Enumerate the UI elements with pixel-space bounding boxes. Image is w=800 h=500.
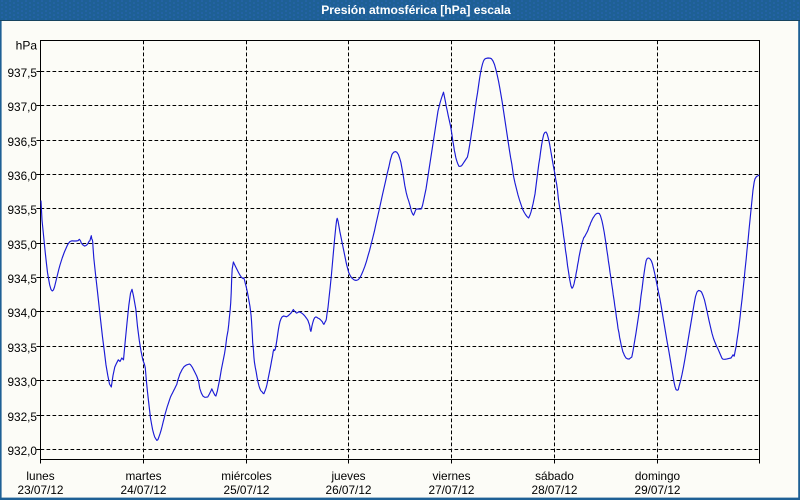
svg-text:24/07/12: 24/07/12: [121, 483, 167, 497]
svg-text:martes: martes: [125, 469, 161, 483]
svg-text:29/07/12: 29/07/12: [635, 483, 681, 497]
svg-text:jueves: jueves: [330, 469, 365, 483]
svg-text:sábado: sábado: [535, 469, 574, 483]
svg-text:domingo: domingo: [635, 469, 681, 483]
svg-text:932,0: 932,0: [7, 444, 37, 458]
svg-text:935,5: 935,5: [7, 203, 37, 217]
svg-text:934,0: 934,0: [7, 306, 37, 320]
svg-text:28/07/12: 28/07/12: [532, 483, 578, 497]
svg-text:26/07/12: 26/07/12: [326, 483, 372, 497]
svg-text:hPa: hPa: [16, 39, 38, 53]
svg-text:935,0: 935,0: [7, 238, 37, 252]
svg-text:933,5: 933,5: [7, 341, 37, 355]
svg-text:937,0: 937,0: [7, 100, 37, 114]
svg-text:932,5: 932,5: [7, 410, 37, 424]
svg-text:Presión atmosférica [hPa] esca: Presión atmosférica [hPa] escala: [321, 3, 511, 17]
svg-text:23/07/12: 23/07/12: [18, 483, 64, 497]
svg-text:27/07/12: 27/07/12: [429, 483, 475, 497]
svg-text:933,0: 933,0: [7, 375, 37, 389]
svg-text:miércoles: miércoles: [221, 469, 272, 483]
svg-text:934,5: 934,5: [7, 272, 37, 286]
svg-text:lunes: lunes: [26, 469, 54, 483]
svg-text:viernes: viernes: [432, 469, 470, 483]
svg-text:936,5: 936,5: [7, 135, 37, 149]
svg-text:937,5: 937,5: [7, 66, 37, 80]
svg-text:25/07/12: 25/07/12: [224, 483, 270, 497]
svg-text:936,0: 936,0: [7, 169, 37, 183]
